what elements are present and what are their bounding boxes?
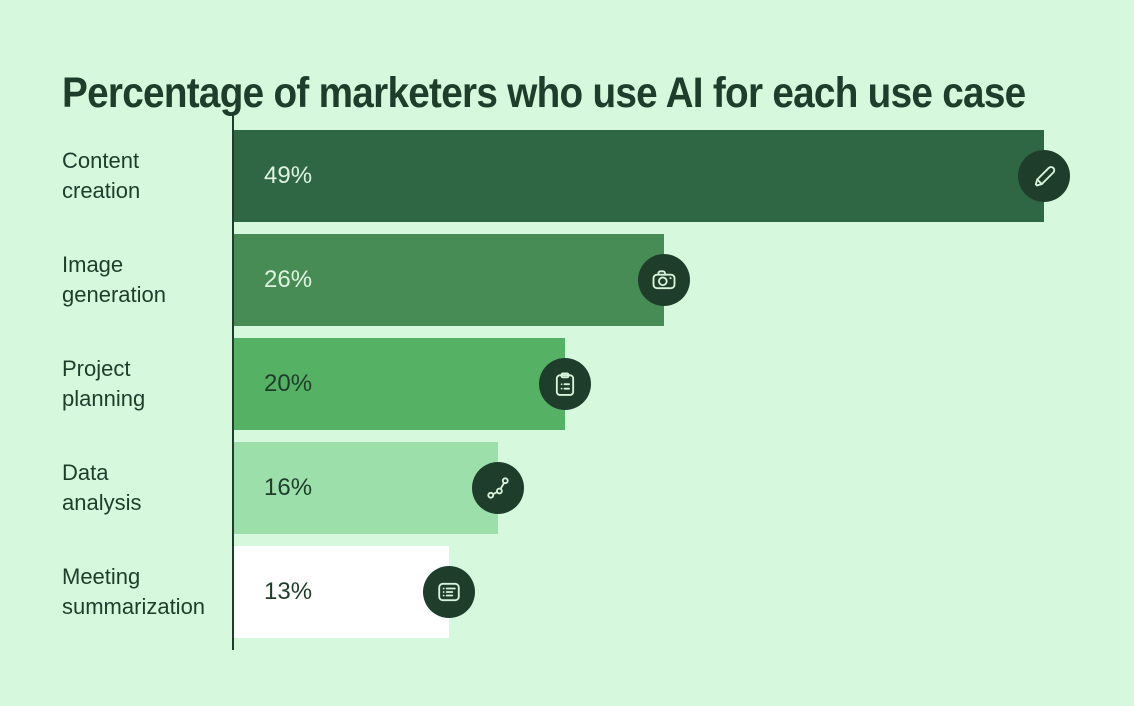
bar-fill: 16% — [234, 442, 524, 534]
list-icon — [423, 566, 475, 618]
chart-title: Percentage of marketers who use AI for e… — [62, 68, 1026, 117]
bar-fill: 26% — [234, 234, 690, 326]
bar-row-image-generation: Image generation 26% — [0, 234, 1134, 326]
pencil-icon — [1018, 150, 1070, 202]
bar-fill: 49% — [234, 130, 1070, 222]
bar-row-data-analysis: Data analysis 16% — [0, 442, 1134, 534]
category-label: Content creation — [62, 148, 141, 203]
bar-fill: 13% — [234, 546, 475, 638]
bar-row-meeting-summarization: Meeting summarization 13% — [0, 546, 1134, 638]
clipboard-icon — [539, 358, 591, 410]
category-label: Project planning — [62, 356, 146, 411]
bar-value: 49% — [264, 162, 313, 189]
bar-row-project-planning: Project planning 20% — [0, 338, 1134, 430]
bar-value: 16% — [264, 474, 313, 501]
bar-fill: 20% — [234, 338, 591, 430]
bar-row-content-creation: Content creation 49% — [0, 130, 1134, 222]
bar-rows: Content creation 49% Image generation 26… — [0, 130, 1134, 638]
bar-value: 13% — [264, 578, 313, 605]
scatter-icon — [472, 462, 524, 514]
category-label: Meeting summarization — [62, 564, 206, 619]
camera-icon — [638, 254, 690, 306]
bar-value: 26% — [264, 266, 313, 293]
category-label: Data analysis — [62, 460, 142, 515]
bar-value: 20% — [264, 370, 313, 397]
category-label: Image generation — [62, 252, 166, 307]
y-axis-line — [232, 112, 234, 650]
